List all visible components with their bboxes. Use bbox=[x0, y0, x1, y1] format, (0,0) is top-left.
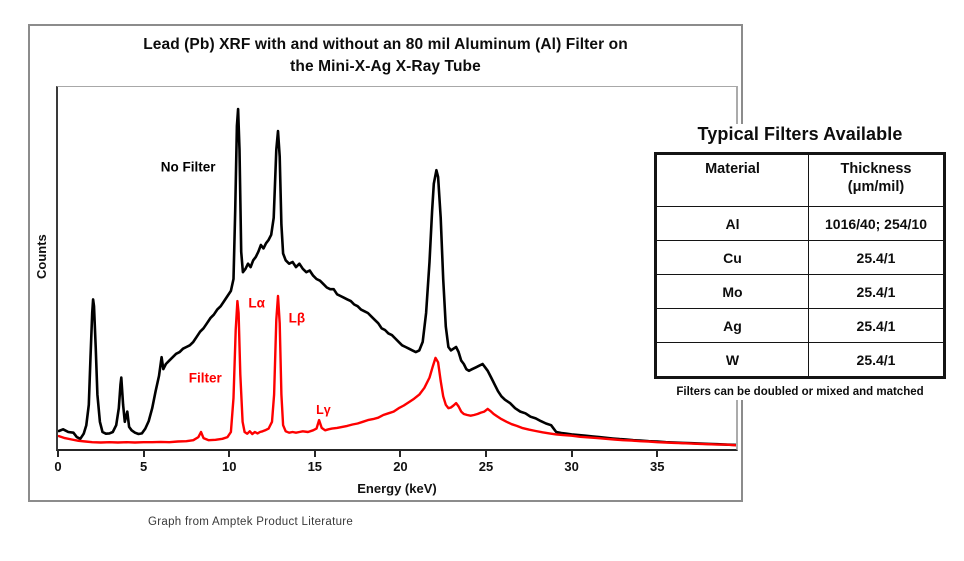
table-row-mo: Mo 25.4/1 bbox=[655, 274, 945, 309]
x-tick-label-5: 5 bbox=[139, 459, 148, 474]
x-tick-label-25: 25 bbox=[478, 459, 494, 474]
table-row-cu: Cu 25.4/1 bbox=[655, 240, 945, 275]
x-tick-label-20: 20 bbox=[393, 459, 408, 474]
material-cell: Al bbox=[655, 206, 809, 241]
filters-table-title: Typical Filters Available bbox=[697, 124, 903, 144]
table-row-w: W 25.4/1 bbox=[655, 342, 945, 378]
x-tick-label-30: 30 bbox=[564, 459, 579, 474]
x-tick-label-10: 10 bbox=[221, 459, 237, 474]
thickness-cell: 25.4/1 bbox=[808, 274, 945, 309]
thickness-cell: 1016/40; 254/10 bbox=[808, 206, 945, 241]
x-tick-35 bbox=[656, 451, 659, 457]
y-axis-label: Counts bbox=[34, 234, 49, 280]
spectra-svg bbox=[58, 107, 736, 447]
filters-table-header-row: Material Thickness (μm/mil) bbox=[655, 153, 945, 207]
thickness-cell: 25.4/1 bbox=[808, 308, 945, 343]
x-axis-label: Energy (keV) bbox=[357, 481, 437, 496]
x-tick-25 bbox=[485, 451, 488, 457]
series-no-filter bbox=[58, 107, 736, 447]
x-tick-0 bbox=[57, 451, 59, 457]
filters-footnote: Filters can be doubled or mixed and matc… bbox=[676, 386, 924, 398]
l-gamma-label: Lγ bbox=[316, 402, 331, 417]
chart-title-line1: Lead (Pb) XRF with and without an 80 mil… bbox=[143, 36, 628, 53]
material-column-header: Material bbox=[655, 153, 809, 207]
x-tick-10 bbox=[228, 451, 231, 457]
x-tick-30 bbox=[570, 451, 573, 457]
material-cell: Mo bbox=[655, 274, 809, 309]
plot-area: No Filter Filter Lα Lβ Lγ bbox=[56, 86, 738, 451]
table-row-ag: Ag 25.4/1 bbox=[655, 308, 945, 343]
chart-title-line2: the Mini-X-Ag X-Ray Tube bbox=[290, 58, 481, 75]
filter-label: Filter bbox=[188, 370, 222, 386]
source-caption: Graph from Amptek Product Literature bbox=[148, 516, 354, 528]
filters-table: Material Thickness (μm/mil) Al 1016/40; 2… bbox=[654, 152, 946, 379]
x-tick-label-15: 15 bbox=[307, 459, 323, 474]
xrf-chart-figure: Lead (Pb) XRF with and without an 80 mil… bbox=[28, 24, 743, 502]
l-alpha-label: Lα bbox=[248, 295, 265, 311]
thickness-header-line2: (μm/mil) bbox=[847, 179, 905, 196]
thickness-cell: 25.4/1 bbox=[808, 240, 945, 275]
x-tick-5 bbox=[142, 451, 145, 457]
material-cell: W bbox=[655, 342, 809, 378]
series-filter bbox=[58, 294, 736, 447]
l-beta-label: Lβ bbox=[288, 310, 306, 326]
chart-title: Lead (Pb) XRF with and without an 80 mil… bbox=[30, 34, 741, 78]
filters-panel: Typical Filters Available Material Thick… bbox=[650, 124, 950, 400]
thickness-header-line1: Thickness bbox=[840, 161, 912, 177]
no-filter-label: No Filter bbox=[160, 159, 216, 175]
thickness-column-header: Thickness (μm/mil) bbox=[808, 153, 945, 207]
x-tick-label-0: 0 bbox=[54, 459, 62, 474]
material-cell: Ag bbox=[655, 308, 809, 343]
x-tick-label-35: 35 bbox=[650, 459, 665, 474]
x-tick-20 bbox=[399, 451, 402, 457]
x-tick-15 bbox=[313, 451, 316, 457]
material-cell: Cu bbox=[655, 240, 809, 275]
thickness-cell: 25.4/1 bbox=[808, 342, 945, 378]
table-row-al: Al 1016/40; 254/10 bbox=[655, 206, 945, 241]
